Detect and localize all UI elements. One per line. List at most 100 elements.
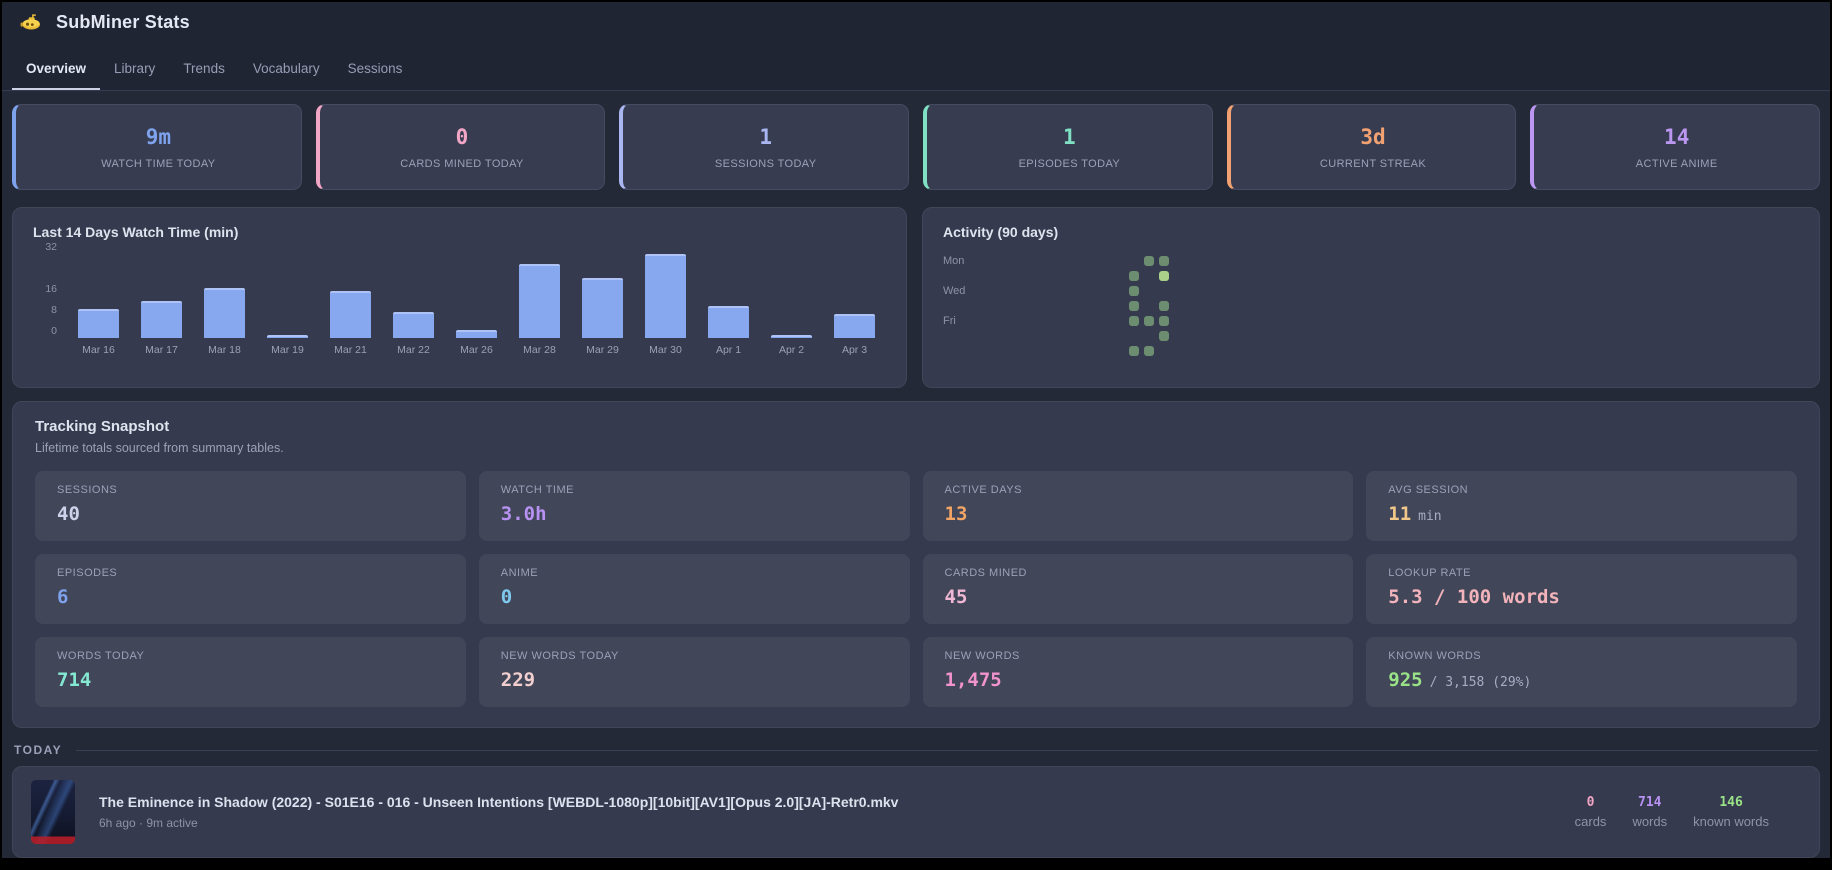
x-tick-label: Apr 3: [841, 344, 868, 356]
heatmap-cell: [1099, 301, 1109, 311]
tab-library[interactable]: Library: [100, 49, 169, 90]
bar-mar-17: [141, 301, 182, 338]
heatmap-cell: [1069, 331, 1079, 341]
heatmap-cell: [1144, 331, 1154, 341]
snapshot-title: Tracking Snapshot: [35, 418, 170, 435]
stat-card-label: CURRENT STREAK: [1319, 157, 1427, 170]
heatmap-cell: [1054, 346, 1064, 356]
y-tick-label: 16: [45, 283, 57, 295]
submarine-icon: [20, 11, 42, 33]
heatmap-cell: [1009, 331, 1019, 341]
snapshot-tile-episodes: EPISODES 6: [35, 554, 466, 624]
heatmap-cell: [979, 271, 989, 281]
x-tick-label: Mar 19: [271, 344, 304, 356]
day-label: [943, 301, 979, 311]
snapshot-tile-new-words-today: NEW WORDS TODAY 229: [478, 637, 910, 707]
heatmap-cell: [1114, 346, 1124, 356]
stat-card-label: ACTIVE ANIME: [1635, 157, 1718, 170]
today-stat-value: 714: [1638, 795, 1662, 810]
heatmap-cell: [1039, 271, 1049, 281]
watch-time-bar-chart: 0 8 16 32 Mar 16 Mar 17 Mar 18 Mar 19 Mar 21 Mar…: [33, 241, 886, 356]
heatmap-cell: [1159, 256, 1169, 266]
chart-bar-slot: Mar 26: [445, 254, 508, 356]
today-session-stats: 0 cards 714 words 146 known words: [1575, 795, 1769, 829]
chart-bar-slot: Mar 18: [193, 254, 256, 356]
heatmap-cell: [1129, 301, 1139, 311]
heatmap-cell: [1039, 301, 1049, 311]
y-tick-label: 32: [45, 241, 57, 253]
x-tick-label: Mar 30: [649, 344, 682, 356]
tab-bar: Overview Library Trends Vocabulary Sessions: [2, 42, 1830, 91]
x-tick-label: Mar 26: [460, 344, 493, 356]
tile-value: 714: [57, 669, 444, 691]
day-label: [943, 271, 979, 281]
chart-bar-slot: Mar 21: [319, 254, 382, 356]
heatmap-cell: [1009, 346, 1019, 356]
heatmap-cell: [979, 346, 989, 356]
tile-value: 13: [945, 503, 1332, 525]
stat-card-cards-mined-today: 0 CARDS MINED TODAY: [315, 104, 606, 190]
x-tick-label: Mar 17: [145, 344, 178, 356]
chart-bar-slot: Apr 2: [760, 254, 823, 356]
heatmap-cell: [1069, 271, 1079, 281]
tile-value: 45: [945, 586, 1332, 608]
snapshot-tile-cards-mined: CARDS MINED 45: [922, 554, 1354, 624]
heatmap-cell: [979, 286, 989, 296]
stat-card-value: 3d: [1360, 124, 1386, 149]
heatmap-cell: [1144, 286, 1154, 296]
stat-card-watch-time-today: 9m WATCH TIME TODAY: [12, 104, 302, 190]
heatmap-cell: [1024, 346, 1034, 356]
heatmap-cell: [1129, 271, 1139, 281]
chart-bar-slot: Mar 29: [571, 254, 634, 356]
heatmap-cell: [994, 301, 1004, 311]
tab-overview[interactable]: Overview: [12, 49, 101, 90]
snapshot-subtitle: Lifetime totals sourced from summary tab…: [35, 441, 284, 455]
stat-card-sessions-today: 1 SESSIONS TODAY: [619, 104, 910, 190]
heatmap-cell: [1084, 301, 1094, 311]
chart-y-axis: 0 8 16 32: [33, 241, 67, 338]
chart-bar-slot: Mar 22: [382, 254, 445, 356]
heatmap-cell: [1159, 286, 1169, 296]
chart-bar-slot: Apr 3: [823, 254, 886, 356]
heatmap-cell: [1039, 286, 1049, 296]
heatmap-cell: [1084, 271, 1094, 281]
tab-vocabulary[interactable]: Vocabulary: [239, 49, 334, 90]
tile-value: 229: [501, 669, 888, 691]
snapshot-tile-known-words: KNOWN WORDS 925 / 3,158 (29%): [1366, 637, 1797, 707]
heatmap-cell: [1009, 271, 1019, 281]
heatmap-cell: [1144, 346, 1154, 356]
tile-value: 40: [57, 503, 444, 525]
tab-sessions[interactable]: Sessions: [334, 49, 417, 90]
today-session-row[interactable]: The Eminence in Shadow (2022) - S01E16 -…: [12, 766, 1820, 858]
snapshot-tile-anime: ANIME 0: [478, 554, 910, 624]
tile-value-number: 6: [57, 586, 69, 608]
heatmap-cell: [1009, 316, 1019, 326]
tile-value: 5.3 / 100 words: [1388, 586, 1775, 608]
heatmap-cell: [1024, 331, 1034, 341]
stat-card-row: 9m WATCH TIME TODAY 0 CARDS MINED TODAY 1 SES…: [2, 91, 1830, 190]
app-header: SubMiner Stats: [2, 2, 1830, 42]
heatmap-cell: [1099, 286, 1109, 296]
tile-value-number: 1,475: [944, 669, 1002, 691]
tile-value-number: 229: [500, 669, 536, 691]
day-label: Fri: [943, 315, 956, 327]
heatmap-cell: [994, 346, 1004, 356]
heatmap-cell: [979, 331, 989, 341]
heatmap-cell: [1069, 256, 1079, 266]
tab-trends[interactable]: Trends: [169, 49, 239, 90]
y-tick-label: 0: [51, 325, 57, 337]
bar-mar-19: [267, 335, 308, 338]
activity-title: Activity (90 days): [943, 224, 1059, 240]
stat-card-value: 1: [759, 124, 772, 149]
x-tick-label: Mar 21: [334, 344, 367, 356]
heatmap-cell: [1144, 271, 1154, 281]
tile-value-number: 714: [57, 669, 92, 691]
heatmap-cell: [1084, 331, 1094, 341]
snapshot-tile-sessions: SESSIONS 40: [35, 471, 466, 541]
heatmap-day-labels: Mon Wed Fri: [943, 256, 979, 356]
chart-bars: Mar 16 Mar 17 Mar 18 Mar 19 Mar 21 Mar 22 Mar …: [67, 254, 886, 356]
chart-bar-slot: Mar 16: [67, 254, 130, 356]
x-tick-label: Mar 29: [586, 344, 619, 356]
stat-card-value: 14: [1664, 124, 1690, 149]
